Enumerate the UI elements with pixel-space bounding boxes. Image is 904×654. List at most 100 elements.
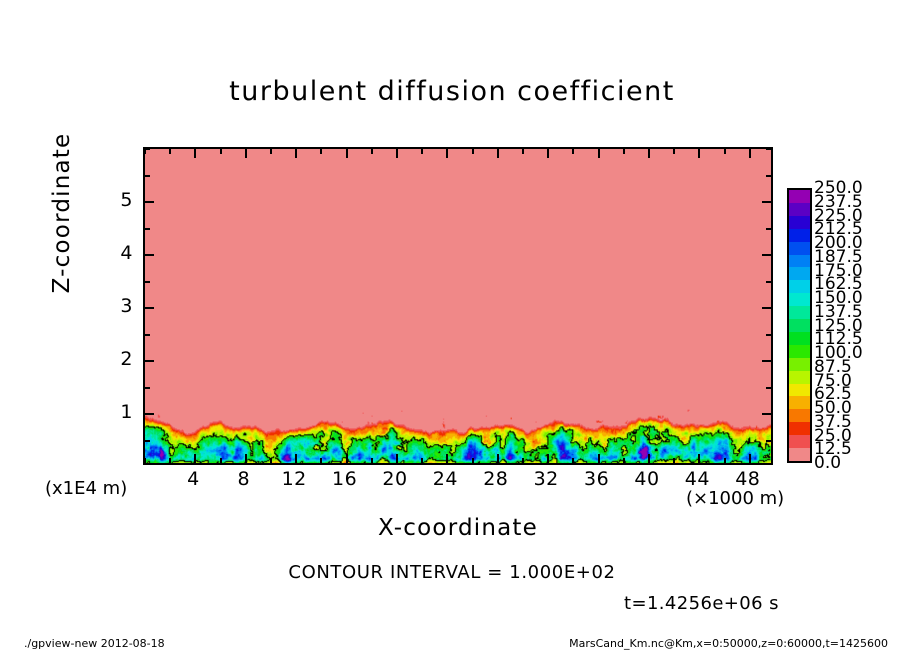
y-axis-minor-tick bbox=[766, 280, 771, 283]
colorbar-tick-label: 100.0 bbox=[814, 343, 863, 363]
y-axis-minor-tick bbox=[145, 280, 150, 283]
colorbar-tick-label: 75.0 bbox=[814, 370, 852, 391]
x-axis-tick-label: 16 bbox=[332, 468, 358, 490]
x-axis-tick-label: 24 bbox=[432, 468, 458, 490]
colorbar-swatch bbox=[789, 189, 810, 203]
y-axis-unit-label: (x1E4 m) bbox=[45, 478, 128, 499]
x-axis-major-tick bbox=[547, 149, 550, 158]
y-axis-title: Z-coordinate bbox=[49, 132, 75, 294]
y-axis-major-tick bbox=[145, 254, 154, 256]
x-axis-minor-tick bbox=[370, 458, 373, 463]
x-axis-minor-tick bbox=[572, 458, 575, 463]
y-axis-major-tick bbox=[762, 413, 771, 415]
page-title: turbulent diffusion coefficient bbox=[229, 76, 675, 107]
y-axis-minor-tick bbox=[766, 439, 771, 442]
x-axis-minor-tick bbox=[572, 149, 575, 154]
x-axis-minor-tick bbox=[219, 458, 222, 463]
x-axis-major-tick bbox=[295, 454, 298, 463]
x-axis-minor-tick bbox=[622, 458, 625, 463]
x-axis-major-tick bbox=[446, 454, 449, 463]
y-axis-minor-tick bbox=[766, 333, 771, 336]
colorbar-swatch bbox=[789, 254, 810, 268]
y-axis-major-tick bbox=[762, 307, 771, 309]
x-axis-minor-tick bbox=[145, 458, 146, 463]
x-axis-major-tick bbox=[396, 454, 398, 463]
x-axis-minor-tick bbox=[421, 149, 424, 154]
y-axis-minor-tick bbox=[766, 227, 771, 230]
x-axis-minor-tick bbox=[270, 149, 272, 154]
y-axis-major-tick bbox=[145, 413, 154, 415]
x-axis-minor-tick bbox=[522, 458, 524, 463]
y-axis-minor-tick bbox=[145, 174, 150, 177]
colorbar-tick-label: 50.0 bbox=[814, 398, 852, 418]
y-axis-minor-tick bbox=[145, 333, 150, 336]
y-axis-major-tick bbox=[145, 201, 154, 203]
colorbar-tick-label: 12.5 bbox=[814, 439, 852, 460]
colorbar-swatch bbox=[789, 344, 810, 358]
colorbar-tick-label: 175.0 bbox=[814, 260, 863, 281]
y-axis-minor-tick bbox=[766, 174, 771, 177]
x-axis-major-tick bbox=[446, 149, 449, 158]
y-axis-major-tick bbox=[762, 201, 771, 203]
colorbar[interactable] bbox=[787, 188, 812, 463]
x-axis-minor-tick bbox=[320, 458, 323, 463]
x-axis-minor-tick bbox=[673, 149, 676, 154]
y-axis-minor-tick bbox=[145, 386, 150, 389]
y-axis-minor-tick bbox=[766, 149, 771, 150]
x-axis-minor-tick bbox=[169, 149, 172, 154]
y-axis-minor-tick bbox=[145, 149, 150, 150]
colorbar-tick-label: 112.5 bbox=[814, 329, 863, 350]
x-axis-minor-tick bbox=[471, 149, 474, 154]
x-axis-major-tick bbox=[496, 454, 499, 463]
colorbar-tick-label: 225.0 bbox=[814, 205, 863, 226]
footer-command-label: ./gpview-new 2012-08-18 bbox=[24, 637, 165, 650]
y-axis-major-tick bbox=[762, 254, 771, 256]
x-axis-major-tick bbox=[194, 149, 197, 158]
x-axis-minor-tick bbox=[723, 149, 726, 154]
y-axis-tick-label: 4 bbox=[120, 242, 133, 264]
x-axis-tick-label: 48 bbox=[735, 468, 761, 490]
x-axis-minor-tick bbox=[370, 149, 373, 154]
x-axis-minor-tick bbox=[270, 458, 272, 463]
x-axis-tick-label: 44 bbox=[684, 468, 710, 490]
x-axis-tick-label: 8 bbox=[237, 468, 251, 490]
colorbar-tick-label: 137.5 bbox=[814, 301, 863, 322]
colorbar-swatch bbox=[789, 293, 810, 307]
colorbar-swatch bbox=[789, 267, 810, 281]
x-axis-minor-tick bbox=[145, 149, 146, 154]
x-axis-minor-tick bbox=[169, 458, 172, 463]
y-axis-minor-tick bbox=[766, 386, 771, 389]
colorbar-swatch bbox=[789, 306, 810, 320]
x-axis-major-tick bbox=[648, 149, 650, 158]
colorbar-swatch bbox=[789, 422, 810, 436]
x-axis-major-tick bbox=[748, 454, 751, 463]
footer-source-label: MarsCand_Km.nc@Km,x=0:50000,z=0:60000,t=… bbox=[569, 637, 888, 650]
x-axis-minor-tick bbox=[522, 149, 524, 154]
colorbar-swatch bbox=[789, 448, 810, 461]
colorbar-swatch bbox=[789, 357, 810, 371]
y-axis-major-tick bbox=[145, 360, 154, 362]
y-axis-major-tick bbox=[145, 307, 154, 309]
x-axis-minor-tick bbox=[320, 149, 323, 154]
colorbar-swatch bbox=[789, 435, 810, 449]
colorbar-swatch bbox=[789, 396, 810, 410]
colorbar-swatch bbox=[789, 280, 810, 294]
colorbar-tick-label: 162.5 bbox=[814, 274, 863, 295]
x-axis-major-tick bbox=[295, 149, 298, 158]
x-axis-tick-label: 32 bbox=[533, 468, 559, 490]
x-axis-major-tick bbox=[345, 454, 348, 463]
x-axis-tick-label: 12 bbox=[281, 468, 307, 490]
x-axis-tick-label: 40 bbox=[634, 468, 660, 490]
y-axis-tick-label: 3 bbox=[120, 295, 133, 317]
x-axis-tick-label: 36 bbox=[584, 468, 610, 490]
colorbar-label-list: 250.0 237.5 225.0 212.5 200.0 187.5 175.0 162.5… bbox=[814, 178, 894, 473]
x-axis-major-tick bbox=[244, 454, 247, 463]
x-axis-minor-tick bbox=[471, 458, 474, 463]
colorbar-tick-label: 187.5 bbox=[814, 246, 863, 267]
colorbar-swatch bbox=[789, 383, 810, 397]
y-axis-tick-label: 5 bbox=[120, 189, 133, 211]
x-axis-major-tick bbox=[547, 454, 550, 463]
x-axis-major-tick bbox=[748, 149, 751, 158]
colorbar-tick-label: 0.0 bbox=[814, 453, 842, 473]
contour-plot-area[interactable] bbox=[143, 147, 773, 465]
